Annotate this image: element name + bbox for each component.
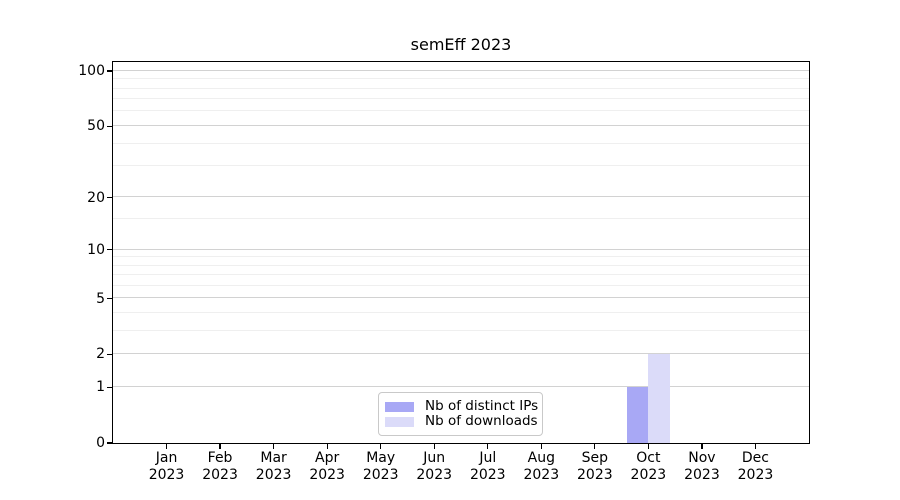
gridline-minor-80 — [112, 87, 809, 89]
y-tick-2 — [107, 353, 112, 356]
legend: Nb of distinct IPs Nb of downloads — [378, 392, 543, 436]
y-tick-label-1: 1 — [96, 379, 105, 396]
y-tick-label-0: 0 — [96, 435, 105, 451]
legend-item-downloads: Nb of downloads — [385, 414, 538, 429]
gridline-minor-60 — [112, 110, 809, 112]
x-tick-label-jul: Jul 2023 — [469, 450, 506, 483]
gridline-minor-15 — [112, 218, 809, 220]
x-tick-label-may: May 2023 — [362, 450, 399, 483]
legend-label-downloads: Nb of downloads — [425, 413, 538, 429]
gridline-minor-40 — [112, 142, 809, 144]
x-tick-label-jun: Jun 2023 — [416, 450, 453, 483]
gridline-major-1 — [112, 385, 809, 387]
y-tick-10 — [107, 249, 112, 251]
y-tick-20 — [107, 197, 112, 199]
gridline-minor-9 — [112, 256, 809, 258]
x-tick-oct — [647, 443, 649, 449]
y-tick-5 — [107, 297, 112, 300]
x-tick-jul — [487, 443, 489, 449]
x-tick-label-jan: Jan 2023 — [148, 450, 185, 483]
y-tick-label-5: 5 — [96, 290, 105, 307]
x-tick-jun — [433, 443, 435, 449]
x-tick-label-sep: Sep 2023 — [577, 450, 613, 483]
x-tick-may — [380, 443, 382, 449]
gridline-major-10 — [112, 248, 809, 250]
y-tick-label-2: 2 — [96, 346, 105, 363]
x-tick-sep — [594, 443, 596, 449]
gridline-minor-7 — [112, 274, 809, 276]
gridline-major-5 — [112, 297, 809, 299]
gridline-minor-8 — [112, 264, 809, 266]
gridline-major-2 — [112, 353, 809, 355]
bar-downloads-oct — [648, 354, 670, 443]
x-tick-dec — [754, 443, 757, 449]
x-tick-label-mar: Mar 2023 — [255, 450, 292, 483]
y-tick-1 — [107, 386, 112, 388]
gridline-major-20 — [112, 196, 809, 198]
x-tick-label-oct: Oct 2023 — [630, 450, 667, 483]
gridline-minor-4 — [112, 312, 809, 314]
x-tick-label-nov: Nov 2023 — [684, 450, 720, 483]
plot-area — [111, 60, 810, 444]
y-tick-label-10: 10 — [87, 241, 105, 258]
gridline-minor-30 — [112, 165, 809, 167]
legend-swatch-downloads — [385, 416, 414, 427]
x-tick-nov — [701, 443, 703, 449]
chart-title: semEff 2023 — [410, 35, 512, 54]
y-tick-label-20: 20 — [87, 189, 105, 206]
legend-swatch-distinct-ips — [385, 401, 414, 412]
y-tick-0 — [107, 442, 112, 444]
x-tick-aug — [540, 443, 542, 449]
x-tick-label-aug: Aug 2023 — [523, 450, 560, 483]
x-tick-apr — [326, 443, 328, 449]
y-tick-label-50: 50 — [87, 118, 105, 135]
gridline-minor-90 — [112, 78, 809, 80]
y-tick-50 — [107, 125, 112, 127]
legend-label-distinct-ips: Nb of distinct IPs — [425, 398, 539, 414]
legend-item-distinct-ips: Nb of distinct IPs — [385, 399, 538, 414]
x-tick-mar — [273, 443, 275, 449]
x-tick-label-dec: Dec 2023 — [737, 450, 774, 483]
y-tick-label-100: 100 — [78, 63, 105, 80]
gridline-minor-70 — [112, 98, 809, 100]
x-tick-jan — [165, 443, 168, 449]
x-tick-feb — [219, 443, 221, 449]
x-tick-label-apr: Apr 2023 — [309, 450, 345, 483]
gridline-minor-3 — [112, 330, 809, 332]
gridline-major-50 — [112, 124, 809, 126]
bar-distinct-ips-oct — [626, 386, 649, 443]
gridline-major-100 — [112, 69, 809, 71]
y-tick-100 — [107, 70, 112, 72]
x-tick-label-feb: Feb 2023 — [202, 450, 238, 483]
gridline-minor-6 — [112, 284, 809, 286]
